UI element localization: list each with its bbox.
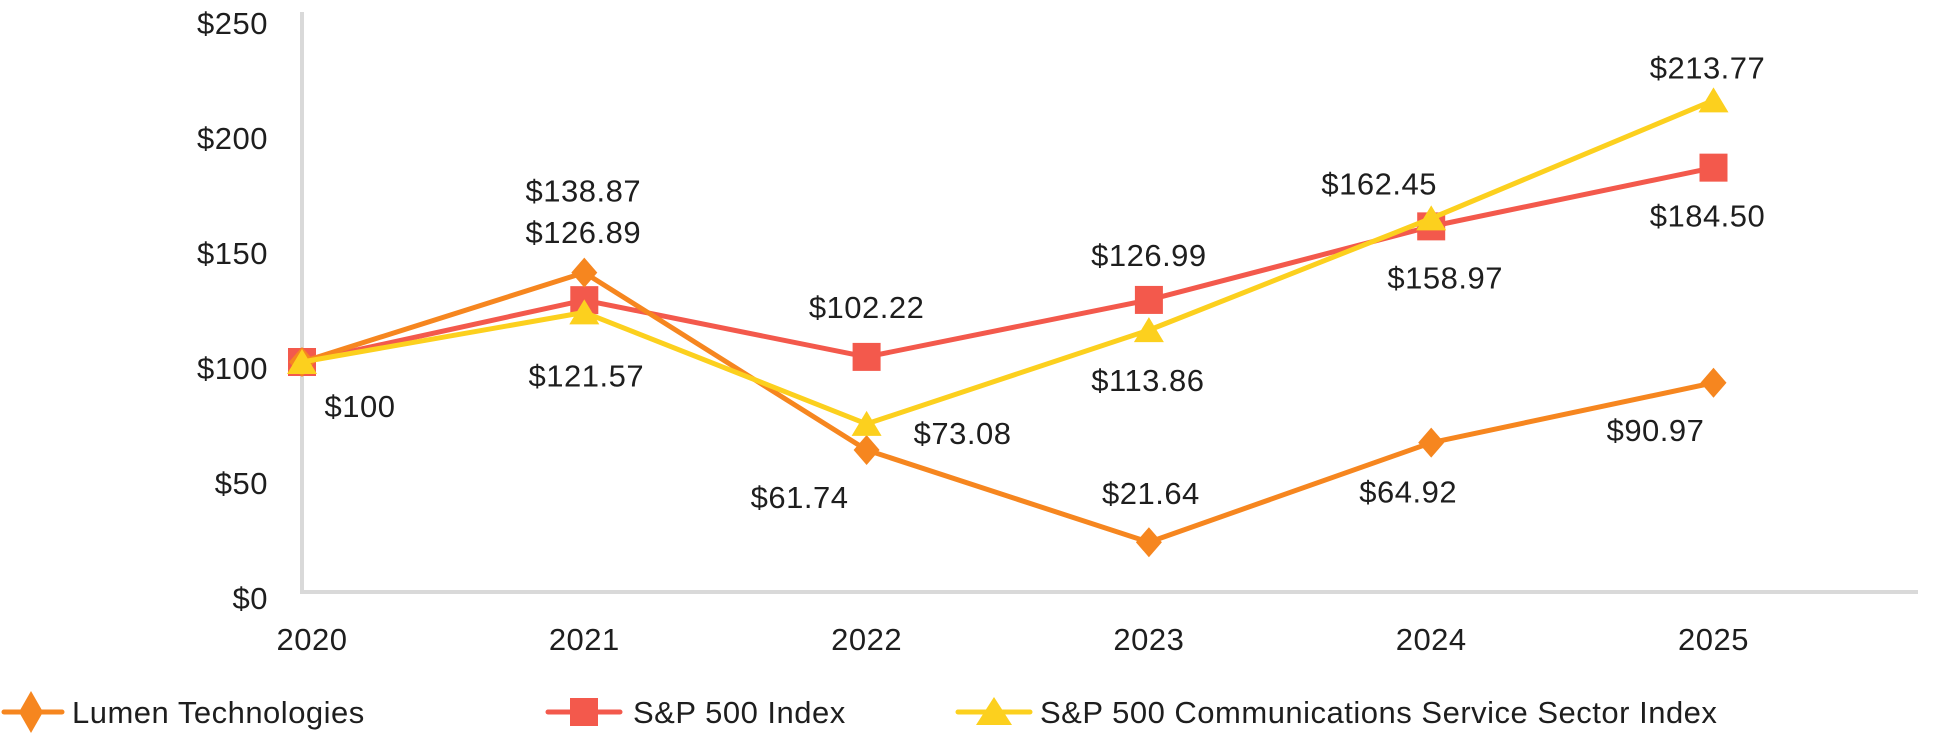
marker-square-icon-sp500	[852, 342, 881, 371]
y-axis-tick-label: $200	[197, 121, 268, 156]
legend: Lumen Technologies S&P 500 Index S&P 500…	[1, 691, 1717, 733]
legend-label-comm-sector: S&P 500 Communications Service Sector In…	[1040, 695, 1717, 730]
data-point-label: $158.97	[1387, 260, 1503, 295]
legend-triangle-icon	[976, 697, 1012, 725]
marker-diamond-icon-lumen	[1135, 527, 1162, 558]
legend-item-sp500-communications-sector: S&P 500 Communications Service Sector In…	[955, 695, 1717, 730]
x-axis-tick-label: 2020	[277, 622, 348, 657]
marker-diamond-icon-lumen	[853, 434, 880, 465]
data-point-label: $100	[325, 389, 396, 424]
marker-triangle-icon-comm-sector	[1698, 87, 1729, 113]
y-axis-tick-label: $100	[197, 351, 268, 386]
y-axis-tick-label: $150	[197, 236, 268, 271]
series-line-comm-sector	[299, 97, 1716, 427]
y-axis-tick-label: $250	[197, 6, 268, 41]
data-point-label: $162.45	[1321, 166, 1437, 201]
x-axis-tick-label: 2023	[1113, 622, 1184, 657]
data-point-label: $21.64	[1102, 476, 1200, 511]
legend-square-icon	[570, 698, 598, 726]
data-point-label: $126.99	[1091, 238, 1207, 273]
series-line-sp500	[299, 165, 1716, 365]
data-point-label: $184.50	[1650, 199, 1766, 234]
y-axis-tick-label: $50	[215, 466, 268, 501]
data-point-label: $90.97	[1607, 413, 1705, 448]
data-point-label: $102.22	[809, 290, 925, 325]
data-point-label: $113.86	[1091, 363, 1204, 398]
data-point-label: $126.89	[526, 215, 642, 250]
marker-diamond-icon-lumen	[1700, 367, 1727, 398]
legend-label-sp500: S&P 500 Index	[633, 695, 846, 730]
marker-triangle-icon-comm-sector	[1416, 205, 1447, 231]
marker-square-icon-sp500	[1699, 153, 1728, 182]
x-axis-tick-label: 2025	[1678, 622, 1749, 657]
marker-triangle-icon-comm-sector	[851, 410, 882, 436]
legend-item-sp500-index: S&P 500 Index	[545, 695, 846, 730]
marker-triangle-icon-comm-sector	[1133, 317, 1164, 343]
legend-diamond-icon	[19, 691, 43, 733]
plot-area: $250 $200 $150 $100 $50 $0 2020 2021 2022 2023 202…	[197, 6, 1765, 657]
data-point-label: $138.87	[526, 174, 642, 209]
data-point-label: $64.92	[1359, 475, 1457, 510]
data-point-label: $121.57	[529, 358, 645, 393]
marker-diamond-icon-lumen	[1418, 427, 1445, 458]
data-point-label: $61.74	[751, 480, 849, 515]
series-line-lumen	[299, 270, 1716, 545]
marker-diamond-icon-lumen	[571, 257, 598, 288]
legend-label-lumen: Lumen Technologies	[72, 695, 365, 730]
x-axis-tick-label: 2022	[831, 622, 902, 657]
data-point-label: $73.08	[914, 416, 1012, 451]
marker-triangle-icon-comm-sector	[569, 299, 600, 325]
y-axis-tick-label: $0	[233, 581, 268, 616]
x-axis-tick-label: 2021	[549, 622, 620, 657]
data-point-label: $213.77	[1650, 50, 1766, 85]
x-axis-tick-label: 2024	[1396, 622, 1467, 657]
marker-triangle-icon-comm-sector	[287, 349, 317, 374]
marker-square-icon-sp500	[1134, 285, 1163, 314]
legend-item-lumen-technologies: Lumen Technologies	[1, 691, 365, 733]
